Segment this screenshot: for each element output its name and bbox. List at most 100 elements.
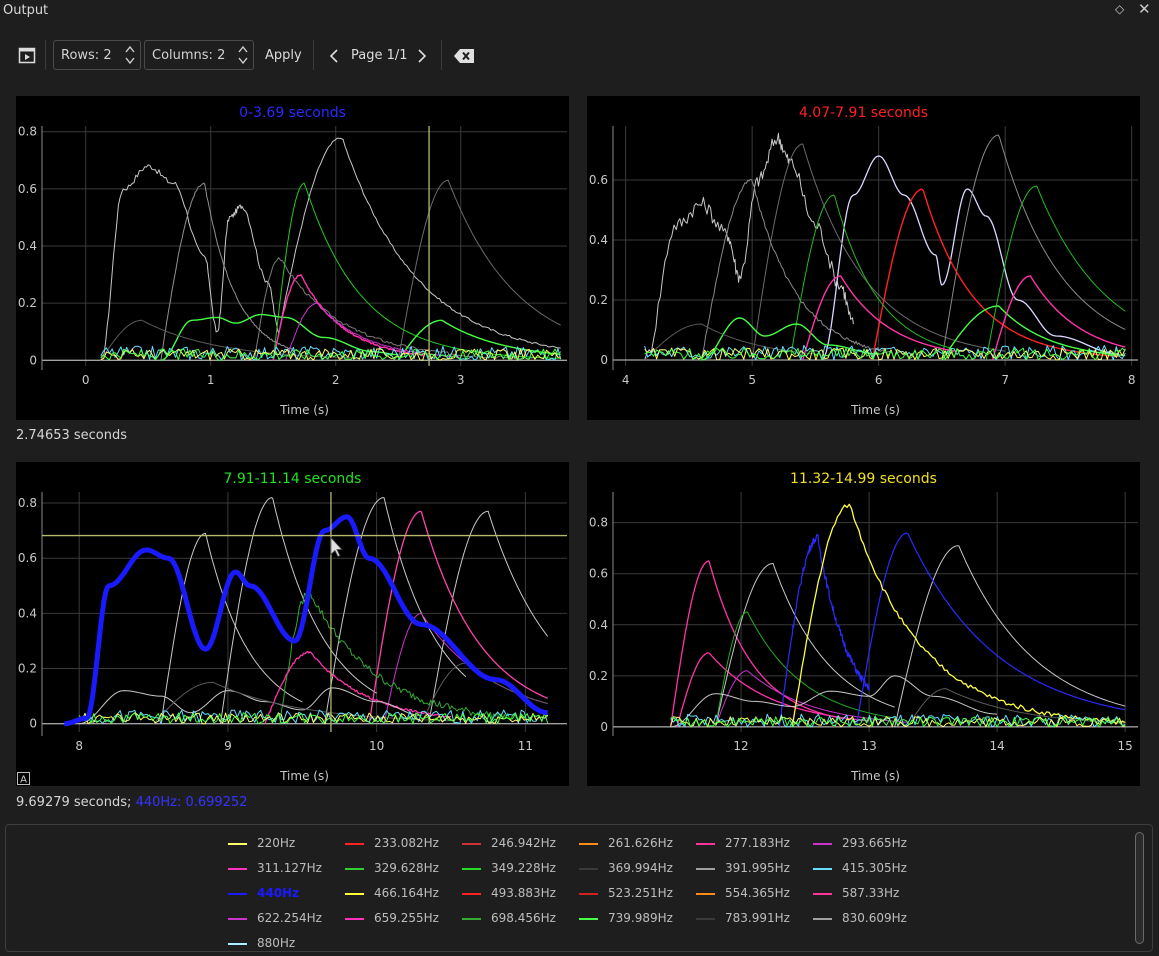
y-tick-label: 0.2: [18, 296, 37, 310]
columns-spinbox[interactable]: Columns: 2: [144, 40, 254, 70]
legend-swatch: [228, 868, 247, 870]
autoscale-button: A: [17, 772, 30, 786]
series-line: [670, 675, 998, 728]
plot-panel-4[interactable]: 11.32-14.99 seconds 12 13 14 15 0 0.2 0.4 0.6 0.8…: [587, 462, 1140, 786]
x-tick-label: 5: [748, 373, 756, 387]
series-line: [714, 611, 895, 727]
legend-swatch: [696, 893, 715, 895]
apply-button[interactable]: Apply: [265, 48, 302, 63]
series-line: [368, 510, 548, 724]
series-line: [272, 274, 424, 361]
plot-panel-2[interactable]: 4.07-7.91 seconds 4 5 6 7 8 0 0.2 0.4 0.6 Time (s): [587, 96, 1140, 420]
y-tick-label: 0: [29, 717, 37, 731]
series-line: [279, 588, 526, 724]
plot-title: 4.07-7.91 seconds: [799, 105, 928, 121]
series-line: [272, 137, 561, 361]
y-tick-label: 0.6: [589, 567, 608, 581]
series-line: [670, 716, 1126, 728]
backspace-clear-icon: [454, 49, 474, 63]
series-line: [714, 563, 895, 728]
x-tick-label: 9: [224, 739, 232, 753]
plot-svg: 0-3.69 seconds 0 1 2 3 0 0.2 0.4 0.6 0.8 Time (s): [18, 105, 567, 417]
y-tick-label: 0.4: [18, 606, 37, 620]
y-tick-label: 0.4: [18, 239, 37, 253]
x-axis-label: Time (s): [850, 403, 900, 417]
plot-panel-1[interactable]: 0-3.69 seconds 0 1 2 3 0 0.2 0.4 0.6 0.8 Time (s): [16, 96, 569, 420]
spin-arrows-icon[interactable]: [124, 43, 136, 67]
x-tick-label: 14: [990, 739, 1005, 753]
svg-text:A: A: [20, 775, 27, 786]
series-line: [701, 178, 892, 360]
close-icon[interactable]: ✕: [1138, 0, 1151, 18]
legend-label: 622.254Hz: [257, 911, 322, 925]
series-line: [669, 560, 844, 727]
legend-panel: 220Hz 233.082Hz 246.942Hz 261.626Hz 277.183H…: [5, 824, 1153, 952]
series-line: [153, 681, 451, 725]
legend-swatch: [462, 843, 481, 845]
series-line: [264, 650, 451, 724]
series-line: [644, 132, 854, 361]
legend-label: 880Hz: [257, 936, 296, 950]
legend-swatch: [579, 893, 598, 895]
cursor-readout-bottom: 9.69279 seconds; 440Hz: 0.699252: [16, 795, 248, 810]
x-tick-label: 3: [457, 373, 465, 387]
chevron-left-icon: [329, 49, 338, 63]
y-tick-label: 0.4: [589, 233, 608, 247]
x-tick-label: 12: [733, 739, 748, 753]
page-indicator: Page 1/1: [351, 48, 408, 63]
spin-arrows-icon[interactable]: [237, 43, 249, 67]
series-line: [324, 497, 467, 724]
x-axis-label: Time (s): [279, 403, 329, 417]
plot-panel-3[interactable]: 7.91-11.14 seconds 8 9 10 11 0 0.2 0.4 0.6 0.8 Tim…: [16, 462, 569, 786]
clear-button[interactable]: [452, 42, 476, 70]
legend-swatch: [228, 843, 247, 845]
series-line: [100, 348, 561, 361]
legend-label: 391.995Hz: [725, 861, 790, 875]
legend-label: 554.365Hz: [725, 886, 790, 900]
x-tick-label: 10: [369, 739, 384, 753]
legend-swatch: [579, 918, 598, 920]
legend-swatch: [228, 893, 247, 895]
columns-value: Columns: 2: [152, 48, 226, 63]
legend-label: 783.991Hz: [725, 911, 790, 925]
series-line: [254, 257, 537, 361]
legend-label: 233.082Hz: [374, 836, 439, 850]
y-tick-label: 0.8: [589, 516, 608, 530]
x-tick-label: 13: [861, 739, 876, 753]
x-tick-label: 0: [82, 373, 90, 387]
legend-label: 587.33Hz: [842, 886, 900, 900]
series-line: [941, 134, 1126, 361]
x-tick-label: 8: [75, 739, 83, 753]
series-line: [670, 716, 1126, 728]
next-page-button[interactable]: [414, 42, 430, 70]
dock-toggle-button[interactable]: [17, 42, 37, 70]
legend-label: 659.255Hz: [374, 911, 439, 925]
y-tick-label: 0.8: [18, 125, 37, 139]
legend-scrollbar[interactable]: [1135, 832, 1144, 944]
series-line: [79, 712, 549, 725]
x-tick-label: 15: [1118, 739, 1133, 753]
legend-swatch: [579, 843, 598, 845]
legend-swatch: [345, 843, 364, 845]
series-line: [79, 687, 422, 725]
legend-label: 415.305Hz: [842, 861, 907, 875]
x-tick-label: 8: [1128, 373, 1136, 387]
cursor-time: 9.69279 seconds;: [16, 795, 132, 810]
x-axis-label: Time (s): [279, 769, 329, 783]
prev-page-button[interactable]: [326, 42, 342, 70]
rows-spinbox[interactable]: Rows: 2: [53, 40, 141, 70]
legend-swatch: [813, 843, 832, 845]
y-tick-label: 0.6: [18, 182, 37, 196]
series-line: [100, 319, 361, 361]
y-tick-label: 0.6: [18, 551, 37, 565]
series-line: [644, 347, 1126, 361]
toolbar: Rows: 2 Columns: 2 Apply Page 1/1: [0, 36, 1159, 76]
series-line: [701, 317, 879, 361]
plot-svg: 11.32-14.99 seconds 12 13 14 15 0 0.2 0.4 0.6 0.8…: [589, 471, 1138, 783]
series-line: [160, 313, 399, 361]
float-icon[interactable]: ◇: [1115, 2, 1125, 16]
x-tick-label: 11: [518, 739, 533, 753]
legend-label: 440Hz: [257, 886, 300, 900]
legend-label: 277.183Hz: [725, 836, 790, 850]
series-line: [220, 497, 377, 724]
